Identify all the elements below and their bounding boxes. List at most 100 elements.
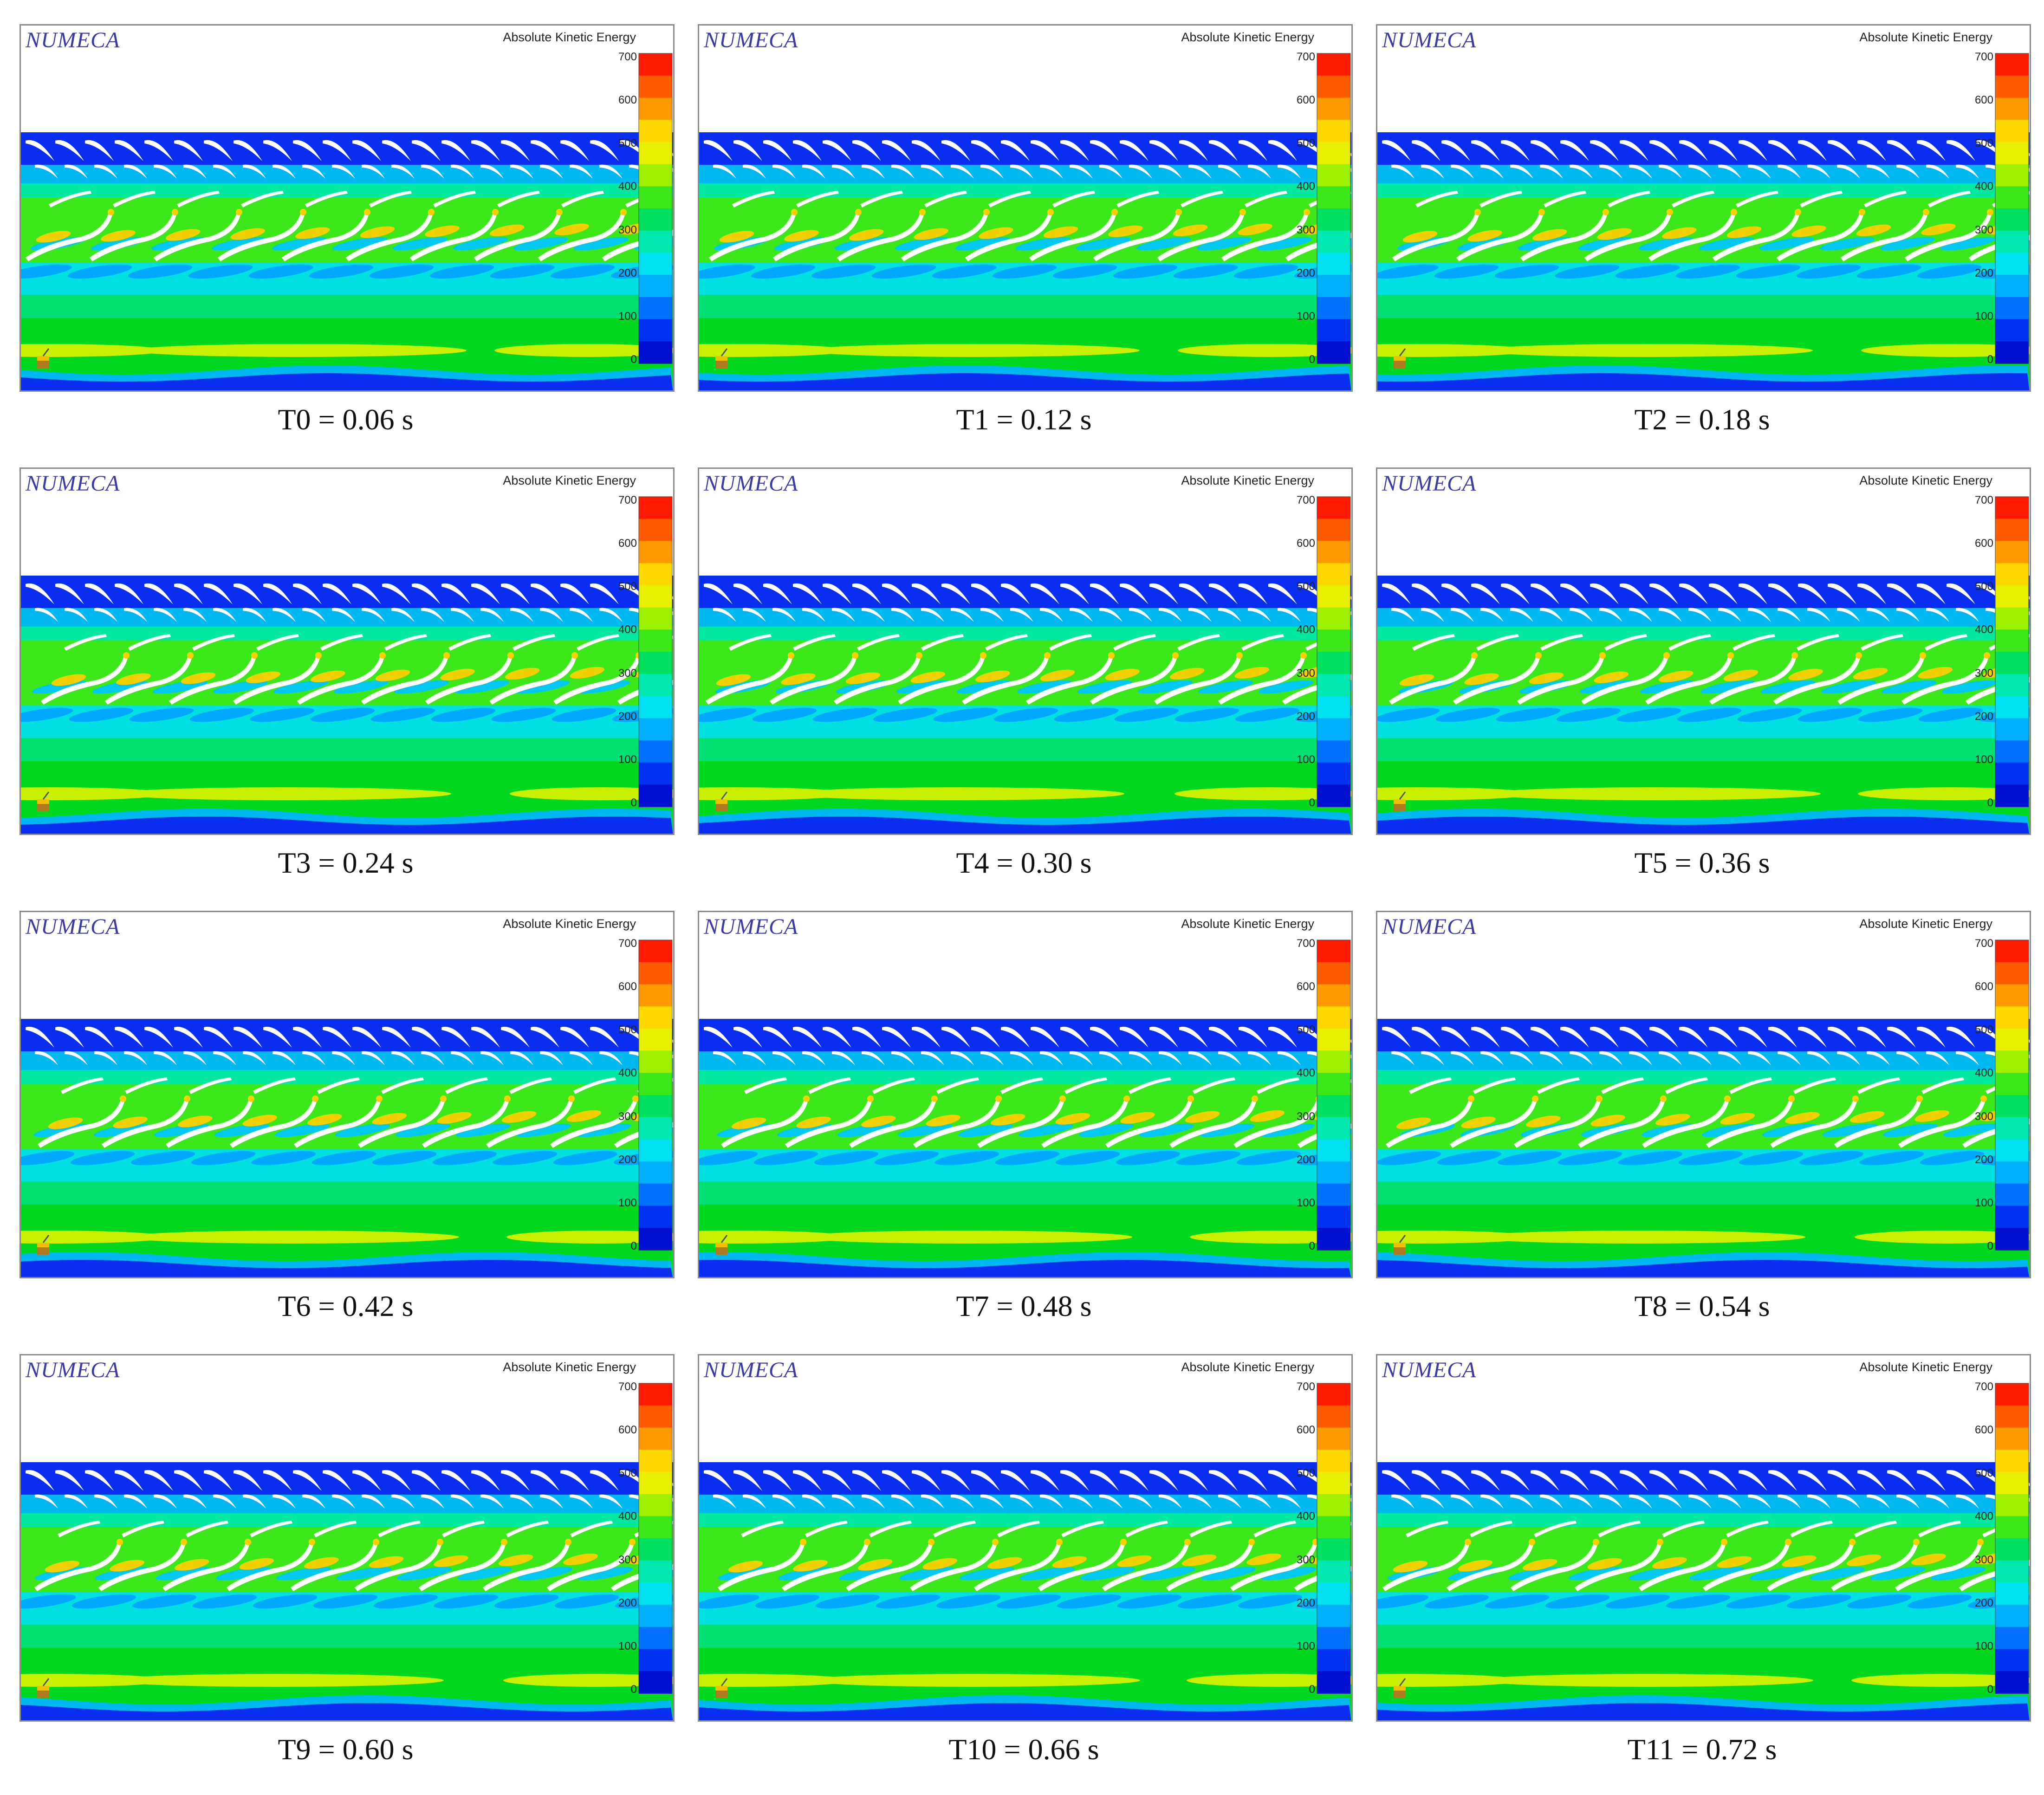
colorbar-tick-label: 400 [1974,1510,1993,1523]
colorbar-tick-label: 100 [618,1196,637,1209]
axis-triad-icon [715,348,728,368]
colorbar-swatch [1317,1383,1350,1406]
colorbar-title: Absolute Kinetic Energy [1181,30,1314,44]
colorbar [1317,53,1351,364]
colorbar-tick-label: 100 [1296,753,1315,766]
colorbar-swatch [639,1560,672,1583]
colorbar-swatch [639,1605,672,1627]
colorbar-swatch [639,186,672,209]
colorbar-swatch [1317,518,1350,542]
colorbar-swatch [1317,718,1350,741]
colorbar [1317,940,1351,1251]
colorbar-swatch [639,984,672,1007]
colorbar-swatch [1995,762,2029,785]
colorbar-swatch [1995,1006,2029,1029]
colorbar-title: Absolute Kinetic Energy [503,473,636,487]
colorbar-swatch [1995,1161,2029,1184]
brand-logo-text: NUMECA [704,914,798,939]
colorbar-swatch [1317,1028,1350,1051]
contour-panel: NUMECA Absolute Kinetic Energy 700 600 500 40… [19,467,675,908]
colorbar-swatch [639,1095,672,1118]
colorbar-swatch [639,1538,672,1561]
colorbar-tick-label: 0 [630,353,637,366]
colorbar-swatch [1995,674,2029,697]
colorbar-swatch [1317,585,1350,608]
colorbar-tick-label: 300 [618,1110,637,1123]
colorbar-swatch [1317,1006,1350,1029]
colorbar-tick-label: 700 [618,1380,637,1393]
colorbar-tick-label: 200 [1296,266,1315,279]
colorbar-tick-label: 700 [1296,51,1315,63]
colorbar-tick-label: 100 [1974,753,1993,766]
colorbar-tick-label: 600 [1974,1424,1993,1437]
colorbar-swatch [639,1205,672,1229]
contour-field [21,1355,673,1720]
colorbar-tick-label: 0 [630,797,637,809]
colorbar-tick-label: 600 [1296,980,1315,993]
colorbar [638,496,673,807]
contour-plot: NUMECA Absolute Kinetic Energy 700 600 500 40… [19,1354,675,1722]
colorbar-swatch [1995,275,2029,298]
colorbar-swatch [639,53,672,76]
panel-caption: T1 = 0.12 s [956,403,1092,436]
colorbar-swatch [639,1139,672,1162]
colorbar-swatch [1317,1183,1350,1206]
colorbar-tick-label: 200 [1974,1153,1993,1166]
colorbar-tick-label: 0 [1309,353,1315,366]
colorbar-tick-label: 700 [1974,51,1993,63]
colorbar-tick-label: 0 [1987,1240,1993,1252]
colorbar-swatch [1317,230,1350,253]
colorbar-tick-label: 400 [1296,1510,1315,1523]
panel-caption: T10 = 0.66 s [948,1733,1099,1766]
colorbar-swatch [639,1006,672,1029]
colorbar [1317,496,1351,807]
colorbar-tick-label: 600 [1296,1424,1315,1437]
axis-triad-icon [715,1235,728,1255]
contour-plot: NUMECA Absolute Kinetic Energy 700 600 500 40… [698,1354,1353,1722]
colorbar-swatch [639,1183,672,1206]
axis-triad-icon [1394,1678,1406,1698]
colorbar-swatch [639,563,672,586]
colorbar-swatch [1317,1450,1350,1472]
colorbar-swatch [1995,164,2029,187]
colorbar-tick-label: 200 [1296,710,1315,723]
colorbar-tick-label: 600 [1296,537,1315,550]
colorbar-swatch [1317,319,1350,342]
axis-triad-icon [37,1235,50,1255]
colorbar-swatch [1995,1050,2029,1074]
colorbar-swatch [1995,518,2029,542]
colorbar-swatch [639,97,672,121]
colorbar-tick-label: 600 [1974,980,1993,993]
panel-caption: T8 = 0.54 s [1634,1290,1770,1322]
colorbar-swatch [1317,740,1350,763]
colorbar-swatch [639,1582,672,1606]
colorbar-tick-label: 700 [1974,1380,1993,1393]
colorbar-swatch [1317,1205,1350,1229]
contour-panel: NUMECA Absolute Kinetic Energy 700 600 500 40… [19,1354,675,1795]
colorbar-swatch [1995,297,2029,320]
colorbar-swatch [639,718,672,741]
colorbar-tick-label: 400 [1296,623,1315,636]
colorbar-swatch [1995,1671,2029,1694]
colorbar-tick-label: 300 [1296,667,1315,680]
axis-triad-icon [1394,348,1406,368]
colorbar-tick-label: 700 [618,51,637,63]
colorbar-tick-label: 700 [1296,494,1315,506]
colorbar-tick-label: 0 [1309,1683,1315,1696]
colorbar-swatch [1995,652,2029,674]
colorbar-swatch [1317,208,1350,231]
colorbar [638,940,673,1251]
colorbar-tick-label: 400 [618,1510,637,1523]
colorbar-swatch [1995,1028,2029,1051]
colorbar-swatch [639,1627,672,1650]
colorbar-swatch [1995,253,2029,276]
colorbar-swatch [1317,940,1350,963]
colorbar-tick-label: 100 [1296,1639,1315,1652]
axis-triad-icon [1394,1235,1406,1255]
colorbar-tick-label: 100 [1296,310,1315,323]
colorbar-swatch [1995,142,2029,165]
colorbar-title: Absolute Kinetic Energy [1181,1360,1314,1374]
colorbar-swatch [639,740,672,763]
brand-logo-text: NUMECA [1382,471,1477,496]
colorbar-tick-label: 0 [630,1240,637,1252]
